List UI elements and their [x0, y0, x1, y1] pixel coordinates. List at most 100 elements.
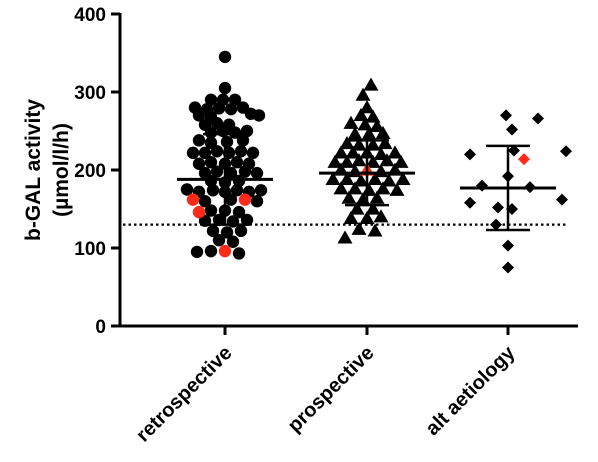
y-tick-label: 300: [74, 83, 106, 104]
data-point: [347, 126, 363, 140]
x-category-label: prospective: [284, 342, 379, 437]
labels-layer: b-GAL activity (µmol/l/h): [22, 99, 73, 241]
data-point: [379, 153, 395, 167]
data-point: [218, 244, 232, 258]
data-point: [502, 261, 514, 274]
data-point: [369, 190, 385, 204]
data-point: [204, 93, 218, 107]
data-point: [232, 174, 246, 188]
data-point: [224, 193, 238, 206]
data-point: [375, 181, 391, 195]
data-point: [192, 157, 206, 170]
data-point: [345, 145, 361, 159]
data-point: [250, 166, 264, 180]
data-point: [204, 136, 218, 149]
data-point: [218, 50, 232, 64]
data-point: [365, 137, 381, 151]
data-point: [186, 146, 200, 160]
data-point: [192, 134, 206, 147]
points-layer: [180, 50, 572, 274]
data-point: [393, 154, 409, 168]
x-category-label: alt aetiology: [421, 341, 520, 440]
data-point: [210, 165, 224, 178]
data-point: [361, 182, 377, 196]
data-point: [192, 109, 206, 122]
data-point: [220, 135, 234, 149]
data-point: [212, 102, 226, 115]
data-point: [500, 109, 512, 122]
data-point: [353, 173, 369, 187]
data-point: [476, 179, 488, 192]
x-axis: retrospective prospective alt aetiology: [118, 324, 578, 446]
data-point: [224, 102, 238, 116]
data-point: [365, 154, 381, 168]
data-point: [369, 118, 385, 132]
data-point: [212, 213, 226, 227]
data-point: [560, 145, 572, 158]
data-point: [206, 224, 220, 238]
y-axis-label-line2: (µmol/l/h): [50, 123, 73, 217]
data-point: [387, 145, 403, 159]
data-point: [381, 173, 397, 187]
data-point: [252, 109, 266, 122]
data-point: [325, 171, 341, 185]
data-point: [361, 126, 377, 140]
data-point: [508, 144, 520, 157]
data-point: [232, 247, 246, 260]
data-point: [464, 148, 476, 161]
data-point: [254, 184, 268, 197]
data-point: [343, 115, 359, 129]
data-point: [389, 182, 405, 196]
data-point: [490, 218, 502, 231]
data-point: [250, 195, 264, 208]
data-point: [238, 193, 252, 206]
data-point: [180, 183, 194, 196]
y-axis: 0 100 200 300 400: [74, 5, 122, 338]
data-point: [347, 181, 363, 195]
data-point: [230, 156, 244, 169]
data-point: [333, 145, 349, 159]
data-point: [351, 221, 367, 235]
data-point: [367, 171, 383, 185]
data-point: [232, 205, 246, 219]
data-point: [359, 210, 375, 224]
data-point: [355, 87, 371, 101]
y-tick-label: 400: [74, 5, 106, 26]
x-category-label: retrospective: [132, 342, 236, 446]
data-point: [464, 196, 476, 209]
data-point: [220, 226, 234, 239]
data-point: [363, 77, 379, 91]
data-point: [492, 201, 504, 214]
data-point: [228, 93, 242, 107]
data-point: [373, 146, 389, 161]
data-point: [192, 205, 206, 219]
data-point: [351, 153, 367, 167]
data-point: [234, 224, 248, 238]
data-point: [236, 134, 250, 147]
data-point: [190, 245, 204, 259]
data-point: [246, 146, 260, 160]
stats-layer: [177, 132, 556, 232]
data-point: [240, 213, 254, 227]
data-point: [218, 81, 232, 95]
data-point: [339, 154, 355, 168]
data-point: [506, 123, 518, 136]
data-point: [395, 171, 411, 185]
data-point: [210, 145, 224, 158]
data-point: [198, 195, 212, 208]
data-point: [226, 235, 240, 248]
data-point: [556, 193, 568, 206]
data-point: [234, 145, 248, 158]
data-point: [224, 166, 238, 180]
data-point: [339, 171, 355, 185]
data-point: [204, 156, 218, 169]
data-point: [238, 165, 252, 178]
data-point: [186, 193, 200, 206]
data-point: [228, 126, 242, 139]
data-point: [333, 181, 349, 195]
data-point: [343, 210, 359, 224]
data-point: [518, 153, 530, 166]
data-point: [204, 244, 218, 258]
y-axis-label-line1: b-GAL activity: [22, 99, 45, 241]
